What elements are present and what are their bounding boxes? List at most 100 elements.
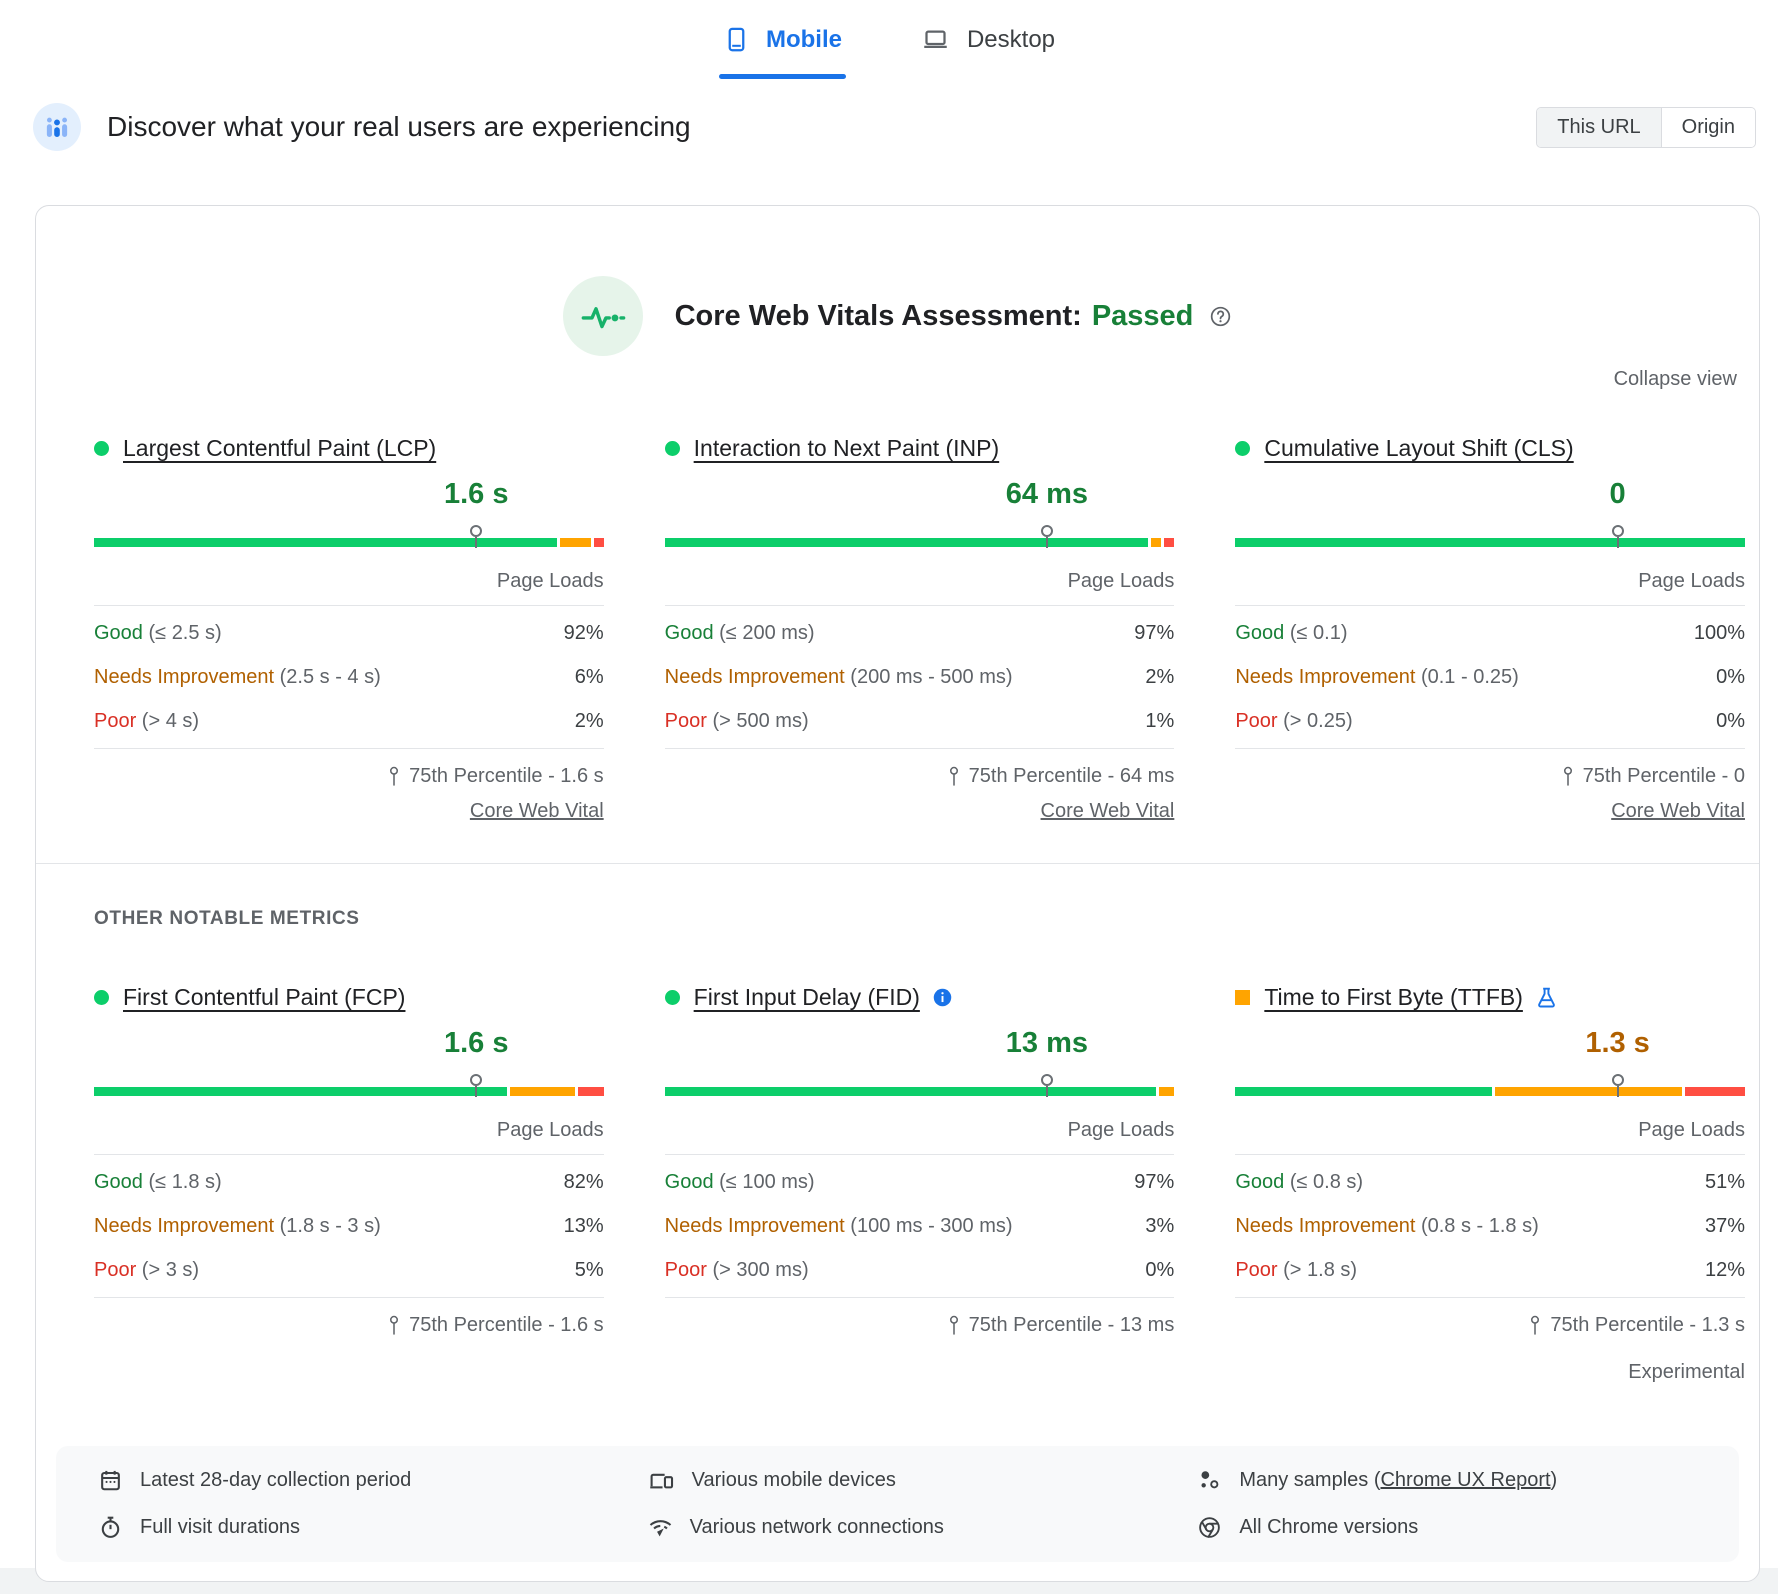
distribution-row: Poor (> 1.8 s) 12%	[1235, 1258, 1745, 1281]
metric-value: 13 ms	[1005, 1027, 1089, 1059]
metric-title-link[interactable]: Time to First Byte (TTFB)	[1264, 984, 1523, 1010]
other-metrics-heading: OTHER NOTABLE METRICS	[94, 908, 360, 929]
pin-icon	[948, 1315, 960, 1336]
percentile-label: 75th Percentile - 1.3 s	[1235, 1314, 1745, 1337]
stopwatch-icon	[98, 1515, 123, 1540]
percentile-label: 75th Percentile - 64 ms	[665, 765, 1174, 788]
page-loads-label: Page Loads	[1638, 1119, 1745, 1141]
metric-card-cls: Cumulative Layout Shift (CLS) 0 Page Loa…	[1235, 435, 1745, 823]
field-data-card: Core Web Vitals Assessment: Passed Colla…	[35, 205, 1760, 1582]
assessment-status: Passed	[1091, 299, 1194, 332]
pulse-icon	[562, 276, 643, 356]
bar-segment-ni	[1159, 1087, 1175, 1096]
chrome-ux-report-link[interactable]: Chrome UX Report	[1380, 1469, 1551, 1491]
bar-segment-ni	[1495, 1087, 1682, 1096]
metric-value: 64 ms	[1005, 478, 1089, 510]
distribution-bar	[1235, 538, 1745, 547]
percentile-marker	[1611, 1074, 1624, 1097]
page-title: Discover what your real users are experi…	[107, 111, 691, 142]
data-source-fact: Full visit durations	[98, 1515, 598, 1540]
bar-segment-good	[94, 538, 558, 547]
device-tabs: Mobile Desktop	[0, 0, 1778, 79]
bar-segment-poor	[578, 1087, 604, 1096]
metric-status-bullet	[94, 441, 109, 456]
help-icon[interactable]	[1209, 305, 1232, 328]
metric-status-bullet	[1235, 990, 1251, 1005]
data-collection-facts: Latest 28-day collection period Various …	[56, 1446, 1739, 1562]
devices-icon	[648, 1468, 675, 1493]
metric-card-ttfb: Time to First Byte (TTFB) 1.3 s Page Loa…	[1235, 984, 1745, 1384]
percentile-marker	[1611, 525, 1624, 548]
percentile-label: 75th Percentile - 13 ms	[665, 1314, 1174, 1337]
metric-title-link[interactable]: Largest Contentful Paint (LCP)	[123, 435, 437, 461]
metric-card-inp: Interaction to Next Paint (INP) 64 ms Pa…	[664, 435, 1175, 823]
distribution-row: Needs Improvement (100 ms - 300 ms) 3%	[664, 1214, 1175, 1237]
collapse-view-button[interactable]: Collapse view	[1613, 368, 1737, 390]
distribution-bar	[94, 1087, 604, 1096]
page-loads-label: Page Loads	[1067, 570, 1175, 592]
data-source-fact: All Chrome versions	[1197, 1515, 1697, 1540]
page-loads-label: Page Loads	[496, 1119, 604, 1141]
bar-segment-ni	[510, 1087, 576, 1096]
page-loads-label: Page Loads	[1638, 570, 1745, 592]
core-web-vital-link[interactable]: Core Web Vital	[1040, 800, 1175, 822]
distribution-row: Good (≤ 1.8 s) 82%	[94, 1170, 604, 1193]
distribution-table: Good (≤ 0.1) 100% Needs Improvement (0.1 -…	[1235, 605, 1745, 749]
metric-title-link[interactable]: Cumulative Layout Shift (CLS)	[1264, 435, 1574, 461]
distribution-row: Needs Improvement (0.1 - 0.25) 0%	[1235, 665, 1745, 688]
bar-segment-poor	[1164, 538, 1175, 547]
distribution-table: Good (≤ 1.8 s) 82% Needs Improvement (1.8 …	[94, 1154, 604, 1298]
distribution-row: Good (≤ 0.1) 100%	[1235, 621, 1745, 644]
distribution-bar	[664, 538, 1175, 547]
page-loads-label: Page Loads	[496, 570, 604, 592]
distribution-bar	[94, 538, 604, 547]
distribution-row: Poor (> 3 s) 5%	[94, 1258, 604, 1281]
flask-icon[interactable]	[1535, 986, 1558, 1009]
pin-icon	[1529, 1315, 1541, 1336]
core-web-vital-link[interactable]: Core Web Vital	[1611, 800, 1745, 822]
distribution-bar	[664, 1087, 1175, 1096]
bar-segment-poor	[593, 538, 604, 547]
mobile-icon	[723, 24, 750, 55]
metric-status-bullet	[664, 990, 680, 1005]
this-url-button[interactable]: This URL	[1537, 107, 1661, 147]
metric-title-link[interactable]: Interaction to Next Paint (INP)	[693, 435, 1000, 461]
info-icon[interactable]	[932, 987, 953, 1008]
pin-icon	[388, 1315, 400, 1336]
origin-button[interactable]: Origin	[1660, 107, 1755, 147]
bar-segment-good	[1235, 538, 1745, 547]
bar-segment-poor	[1684, 1087, 1745, 1096]
metric-value: 1.6 s	[443, 478, 509, 510]
distribution-table: Good (≤ 200 ms) 97% Needs Improvement (200…	[664, 605, 1175, 749]
samples-icon	[1197, 1468, 1222, 1493]
desktop-icon	[920, 26, 951, 53]
core-web-vital-link[interactable]: Core Web Vital	[469, 800, 604, 822]
data-source-fact: Various network connections	[648, 1515, 1148, 1540]
distribution-row: Poor (> 0.25) 0%	[1235, 709, 1745, 732]
distribution-row: Poor (> 4 s) 2%	[94, 709, 604, 732]
distribution-row: Good (≤ 200 ms) 97%	[664, 621, 1175, 644]
active-tab-indicator	[718, 74, 846, 79]
section-divider	[36, 863, 1759, 864]
distribution-row: Needs Improvement (200 ms - 500 ms) 2%	[664, 665, 1175, 688]
experimental-label: Experimental	[1628, 1361, 1745, 1383]
page-loads-label: Page Loads	[1067, 1119, 1175, 1141]
percentile-marker	[1040, 525, 1053, 548]
network-icon	[648, 1515, 673, 1540]
tab-desktop[interactable]: Desktop	[916, 12, 1059, 79]
distribution-table: Good (≤ 2.5 s) 92% Needs Improvement (2.5 …	[94, 605, 604, 749]
bar-segment-good	[1235, 1087, 1493, 1096]
data-source-fact: Latest 28-day collection period	[98, 1468, 598, 1493]
metric-title-link[interactable]: First Contentful Paint (FCP)	[123, 984, 406, 1010]
metric-status-bullet	[664, 441, 680, 456]
bar-segment-ni	[560, 538, 591, 547]
bar-segment-good	[664, 1087, 1157, 1096]
pin-icon	[948, 766, 960, 787]
distribution-row: Needs Improvement (1.8 s - 3 s) 13%	[94, 1214, 604, 1237]
bar-segment-good	[94, 1087, 507, 1096]
distribution-row: Poor (> 300 ms) 0%	[664, 1258, 1175, 1281]
metric-title-link[interactable]: First Input Delay (FID)	[693, 984, 920, 1010]
percentile-label: 75th Percentile - 1.6 s	[94, 1314, 604, 1337]
tab-mobile[interactable]: Mobile	[718, 12, 846, 79]
pin-icon	[1562, 766, 1574, 787]
